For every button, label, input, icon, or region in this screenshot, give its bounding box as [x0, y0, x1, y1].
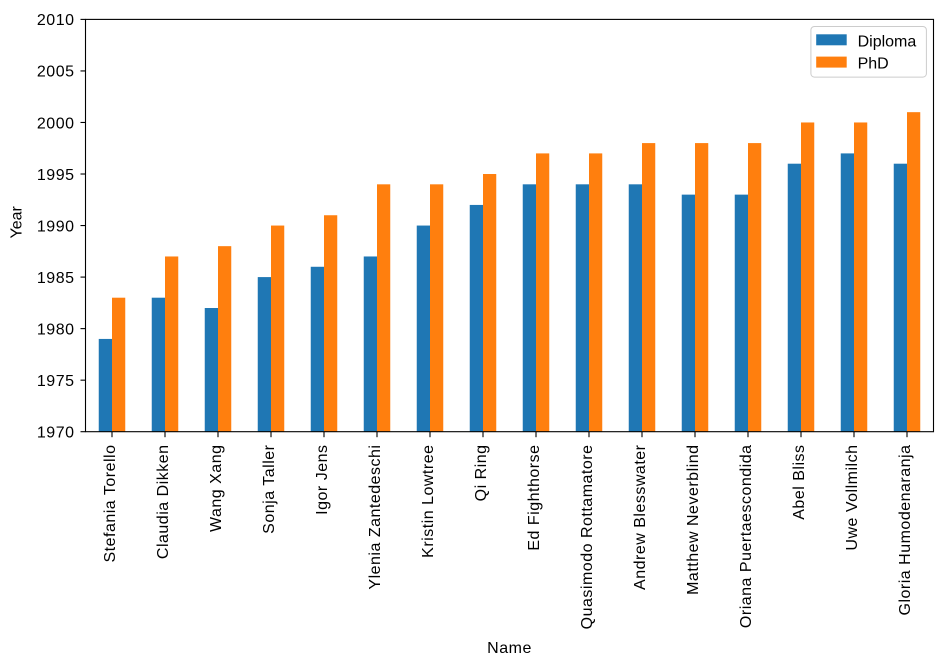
svg-text:Ed Fighthorse: Ed Fighthorse	[526, 445, 543, 551]
svg-text:2010: 2010	[37, 12, 75, 29]
svg-text:Igor Jens: Igor Jens	[314, 445, 331, 515]
svg-text:Abel Bliss: Abel Bliss	[791, 445, 808, 520]
svg-text:PhD: PhD	[858, 56, 889, 73]
svg-text:1995: 1995	[37, 167, 75, 184]
svg-text:1985: 1985	[37, 270, 75, 287]
svg-text:Sonja Taller: Sonja Taller	[261, 444, 278, 533]
svg-text:Wang Xang: Wang Xang	[208, 445, 225, 533]
svg-text:Andrew Blesswater: Andrew Blesswater	[632, 444, 649, 590]
svg-text:Name: Name	[487, 640, 532, 657]
svg-text:Claudia Dikken: Claudia Dikken	[155, 445, 172, 560]
svg-text:1980: 1980	[37, 321, 75, 338]
svg-text:Ylenia Zantedeschi: Ylenia Zantedeschi	[367, 445, 384, 590]
svg-text:Uwe Vollmilch: Uwe Vollmilch	[844, 445, 861, 551]
svg-text:Gloria Humodenaranja: Gloria Humodenaranja	[897, 445, 914, 616]
svg-text:1975: 1975	[37, 373, 75, 390]
svg-text:1970: 1970	[37, 425, 75, 442]
svg-text:Quasimodo Rottamatore: Quasimodo Rottamatore	[579, 445, 596, 630]
svg-text:2000: 2000	[37, 115, 75, 132]
svg-text:Stefania Torello: Stefania Torello	[102, 445, 119, 563]
svg-text:1990: 1990	[37, 218, 75, 235]
svg-text:Kristin Lowtree: Kristin Lowtree	[420, 445, 437, 558]
svg-text:Qi Ring: Qi Ring	[473, 445, 490, 502]
svg-text:Oriana Puertaescondida: Oriana Puertaescondida	[738, 445, 755, 629]
svg-text:Matthew Neverblind: Matthew Neverblind	[685, 445, 702, 595]
svg-text:Diploma: Diploma	[858, 34, 917, 51]
svg-text:2005: 2005	[37, 64, 75, 81]
svg-text:Year: Year	[9, 205, 26, 238]
